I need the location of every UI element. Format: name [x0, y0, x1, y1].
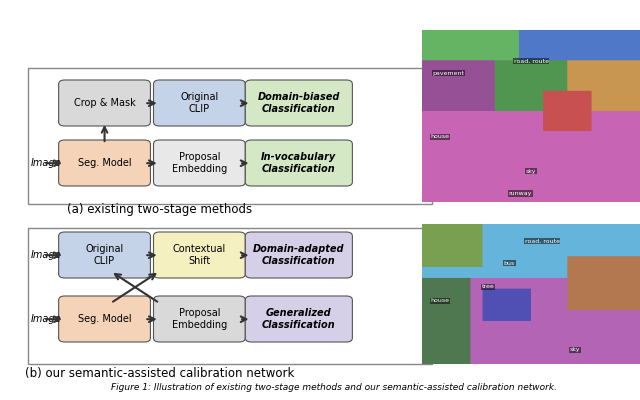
Text: Image: Image: [31, 158, 61, 168]
Text: road, route: road, route: [514, 58, 548, 64]
FancyBboxPatch shape: [245, 232, 353, 278]
FancyBboxPatch shape: [245, 296, 353, 342]
FancyBboxPatch shape: [154, 140, 245, 186]
Text: house: house: [430, 298, 449, 304]
FancyBboxPatch shape: [28, 228, 432, 364]
Text: (b) our semantic-assisted calibration network: (b) our semantic-assisted calibration ne…: [25, 368, 294, 380]
Text: Original
CLIP: Original CLIP: [85, 244, 124, 266]
Text: sky: sky: [570, 348, 580, 352]
FancyBboxPatch shape: [154, 232, 245, 278]
FancyBboxPatch shape: [154, 80, 245, 126]
Text: Crop & Mask: Crop & Mask: [74, 98, 136, 108]
FancyBboxPatch shape: [59, 296, 150, 342]
Text: Image: Image: [31, 314, 61, 324]
Text: Seg. Model: Seg. Model: [77, 158, 131, 168]
Text: Original
CLIP: Original CLIP: [180, 92, 218, 114]
Text: Domain-adapted
Classification: Domain-adapted Classification: [253, 244, 344, 266]
FancyBboxPatch shape: [154, 296, 245, 342]
Text: Domain-biased
Classification: Domain-biased Classification: [258, 92, 340, 114]
Text: runway: runway: [509, 191, 532, 196]
FancyBboxPatch shape: [59, 232, 150, 278]
Text: Contextual
Shift: Contextual Shift: [173, 244, 226, 266]
Text: Generalized
Classification: Generalized Classification: [262, 308, 336, 330]
Text: sky: sky: [526, 168, 536, 174]
FancyBboxPatch shape: [59, 140, 150, 186]
Text: Proposal
Embedding: Proposal Embedding: [172, 152, 227, 174]
FancyBboxPatch shape: [245, 80, 353, 126]
FancyBboxPatch shape: [59, 80, 150, 126]
Text: Image: Image: [31, 250, 61, 260]
Text: pavement: pavement: [433, 70, 465, 76]
Text: road, route: road, route: [525, 238, 559, 243]
Text: bus: bus: [504, 261, 515, 266]
FancyBboxPatch shape: [28, 68, 432, 204]
Text: Proposal
Embedding: Proposal Embedding: [172, 308, 227, 330]
Text: house: house: [430, 134, 449, 139]
FancyBboxPatch shape: [245, 140, 353, 186]
Text: Seg. Model: Seg. Model: [77, 314, 131, 324]
Text: tree: tree: [481, 284, 494, 290]
Text: (a) existing two-stage methods: (a) existing two-stage methods: [67, 204, 252, 216]
Text: In-vocabulary
Classification: In-vocabulary Classification: [261, 152, 337, 174]
Text: Figure 1: Illustration of existing two-stage methods and our semantic-assisted c: Figure 1: Illustration of existing two-s…: [111, 383, 557, 392]
